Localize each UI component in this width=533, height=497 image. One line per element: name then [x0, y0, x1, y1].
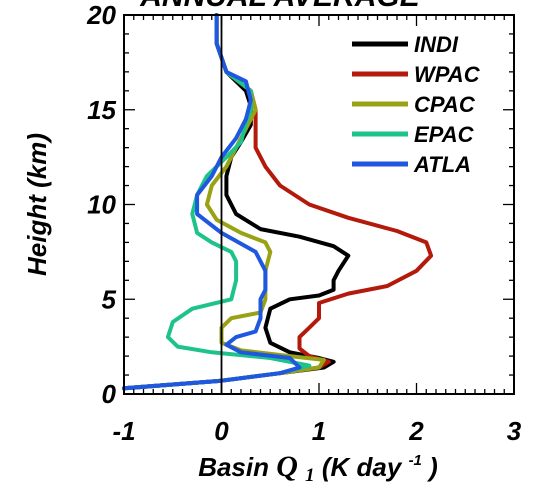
x-tick-label: 0: [214, 416, 229, 446]
y-tick-label: 15: [87, 95, 116, 125]
plot-area: [124, 15, 514, 394]
series-layer: [122, 13, 434, 391]
y-tick-label: 5: [102, 284, 117, 314]
legend-label-cpac: CPAC: [414, 92, 476, 117]
x-axis-label: Basin Q 1 (K day -1 ): [198, 441, 438, 487]
top-partial-text: ANNUAL AVERAGE: [139, 0, 420, 13]
x-tick-label: 1: [312, 416, 326, 446]
axes-layer: [123, 14, 515, 395]
y-tick-label: 0: [102, 379, 117, 409]
series-line-cpac: [122, 13, 326, 391]
x-tick-label: -1: [112, 416, 135, 446]
y-tick-label: 20: [86, 0, 116, 30]
legend-label-indi: INDI: [414, 32, 459, 57]
x-tick-label: 2: [408, 416, 424, 446]
y-axis-label: Height (km): [22, 133, 52, 276]
x-axis-label-units-end: ): [426, 452, 438, 482]
x-axis-label-prefix: Basin: [198, 452, 276, 482]
plot-background: [124, 15, 514, 394]
legend-label-epac: EPAC: [414, 122, 475, 147]
x-axis-label-units-sup: -1: [409, 452, 422, 469]
x-axis-label-symbol: Q: [276, 450, 298, 483]
x-axis-label-subscript: 1: [305, 465, 315, 486]
legend: INDI WPAC CPAC EPAC ATLA: [352, 32, 481, 177]
x-axis-label-units-start: (K day: [322, 452, 403, 482]
legend-label-wpac: WPAC: [414, 62, 481, 87]
tick-labels: -1 0 1 2 3 0 5 10 15 20: [86, 0, 522, 446]
legend-label-atla: ATLA: [413, 152, 471, 177]
y-tick-label: 10: [87, 190, 116, 220]
x-tick-label: 3: [507, 416, 522, 446]
series-line-atla: [122, 13, 302, 391]
